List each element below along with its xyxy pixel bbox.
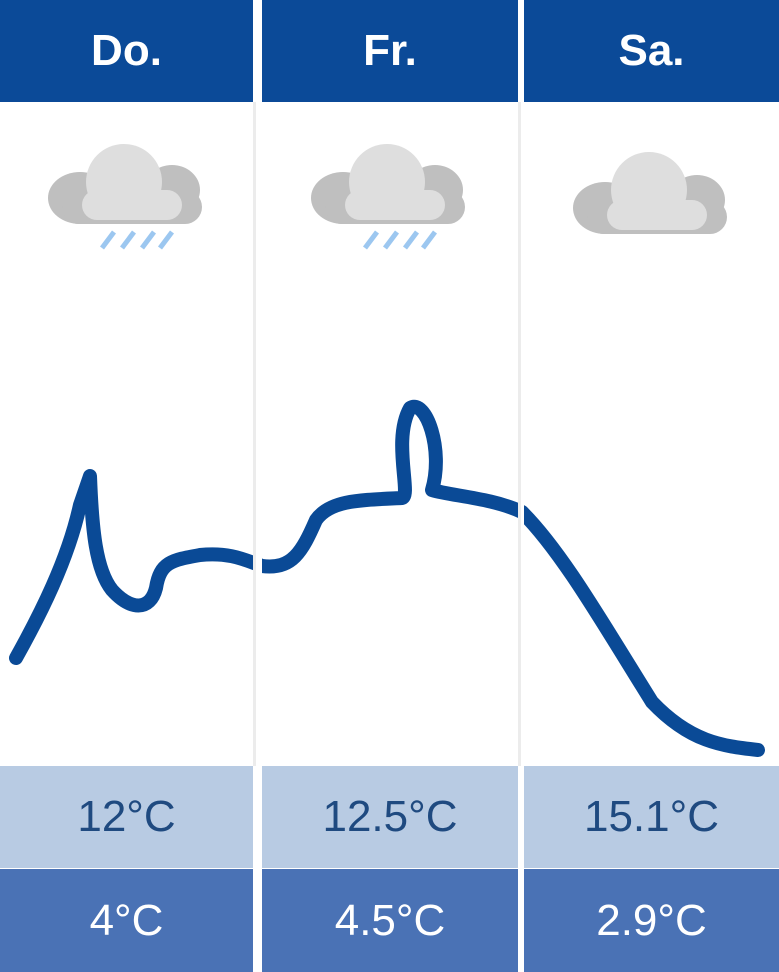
column-divider [518,102,521,766]
column-gap [256,0,262,972]
low-temperature: 2.9°C [524,869,779,972]
cloud-icon [572,152,727,234]
cloud-rain-icon [311,144,465,250]
high-temperature: 12°C [0,766,253,868]
day-column-do[interactable]: Do. 12°C 4°C [0,0,253,972]
cloud-rain-icon [47,144,202,250]
high-temperature: 15.1°C [524,766,779,868]
day-column-fr[interactable]: Fr. 12.5°C 4.5°C [262,0,518,972]
low-temperature: 4°C [0,869,253,972]
high-temperature: 12.5°C [262,766,518,868]
day-column-sa[interactable]: Sa. 15.1°C 2.9°C [524,0,779,972]
temperature-line [9,400,765,757]
column-divider [253,102,256,766]
low-temperature: 4.5°C [262,869,518,972]
day-header: Fr. [262,0,518,102]
day-header: Sa. [524,0,779,102]
day-header: Do. [0,0,253,102]
column-gap [521,0,524,972]
